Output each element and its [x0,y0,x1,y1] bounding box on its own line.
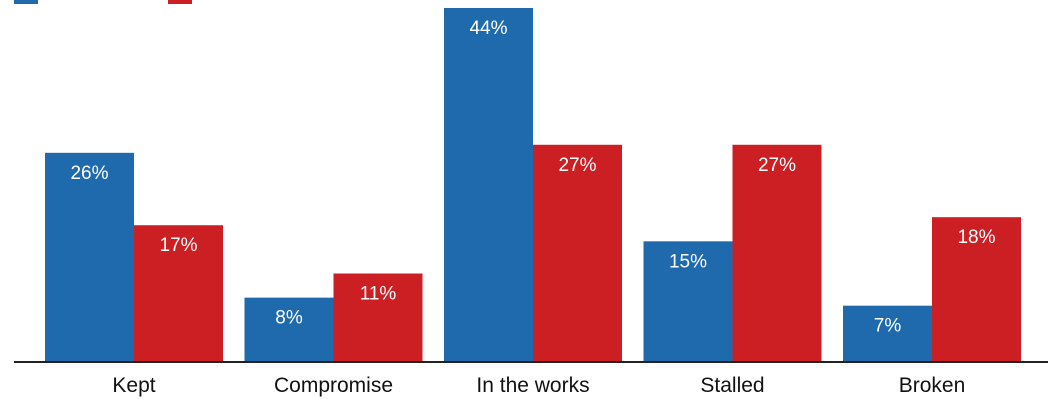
bar-labels-layer: 26% 17% 8% 11% 44% 27% 15% 27% 7% 18% [70,18,995,337]
legend-swatch-series-1 [14,0,38,4]
category-label-kept: Kept [112,374,155,397]
category-label-broken: Broken [899,374,966,397]
bar-stalled-series-1 [643,241,733,362]
bars-layer [45,8,1021,362]
category-labels-layer: Kept Compromise In the works Stalled Broken [112,374,965,397]
data-label-broken-series-1: 7% [874,316,902,337]
bar-kept-series-1 [45,152,134,362]
bar-stalled-series-2 [732,144,822,362]
legend-swatch-series-2 [168,0,192,4]
data-label-in-the-works-series-1: 44% [469,18,507,39]
bar-in-the-works-series-2 [533,144,622,362]
bar-kept-series-2 [134,225,223,362]
bar-in-the-works-series-1 [444,8,533,362]
data-label-broken-series-2: 18% [957,227,995,248]
data-label-compromise-series-2: 11% [360,284,397,305]
bar-broken-series-2 [932,217,1021,362]
category-label-in-the-works: In the works [476,374,589,397]
category-label-stalled: Stalled [700,374,764,397]
data-label-compromise-series-1: 8% [275,308,303,329]
legend [14,0,192,4]
bar-broken-series-1 [843,305,932,362]
bar-compromise-series-2 [333,273,423,362]
data-label-kept-series-1: 26% [70,163,108,184]
category-label-compromise: Compromise [274,374,393,397]
data-label-in-the-works-series-2: 27% [558,155,596,176]
data-label-stalled-series-2: 27% [758,155,796,176]
data-label-stalled-series-1: 15% [669,251,707,272]
data-label-kept-series-2: 17% [159,235,197,256]
bar-compromise-series-1 [244,297,334,362]
